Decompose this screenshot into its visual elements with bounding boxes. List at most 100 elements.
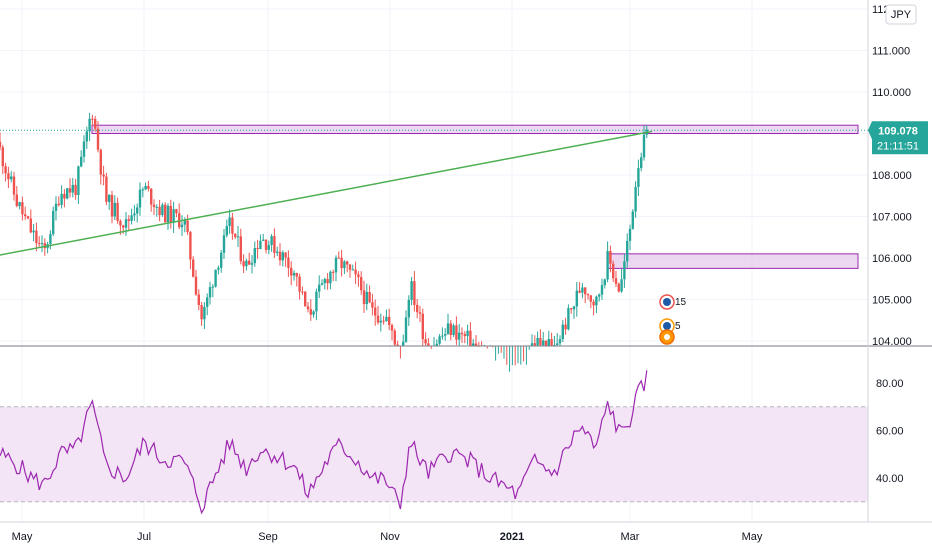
candle[interactable]: [455, 316, 458, 346]
candle[interactable]: [63, 189, 66, 208]
candle[interactable]: [340, 249, 343, 277]
candle[interactable]: [10, 171, 13, 183]
candle[interactable]: [606, 241, 609, 283]
candle[interactable]: [228, 209, 231, 234]
candle[interactable]: [24, 206, 27, 220]
candle[interactable]: [144, 182, 147, 191]
candle[interactable]: [343, 260, 346, 275]
candle[interactable]: [175, 208, 178, 218]
candle[interactable]: [40, 235, 44, 253]
candle[interactable]: [301, 286, 304, 295]
candle[interactable]: [172, 201, 175, 233]
candle[interactable]: [427, 337, 430, 346]
candle[interactable]: [600, 278, 604, 300]
candle[interactable]: [152, 199, 156, 215]
candle[interactable]: [550, 332, 553, 346]
candle[interactable]: [54, 196, 58, 221]
candle[interactable]: [192, 256, 195, 278]
candle[interactable]: [236, 226, 240, 248]
candle[interactable]: [334, 255, 338, 282]
resistance-support-zone[interactable]: [91, 124, 859, 134]
candle[interactable]: [68, 178, 72, 198]
candle[interactable]: [637, 159, 640, 197]
candle[interactable]: [200, 301, 203, 326]
candle[interactable]: [85, 126, 88, 149]
candle[interactable]: [598, 293, 601, 302]
candle[interactable]: [628, 224, 632, 251]
candle[interactable]: [329, 270, 332, 290]
time-axis[interactable]: May Jul Sep Nov 2021 Mar May: [12, 531, 763, 543]
candle[interactable]: [346, 260, 349, 273]
candle[interactable]: [278, 243, 282, 266]
candle[interactable]: [626, 233, 629, 268]
candle[interactable]: [388, 308, 391, 330]
candle[interactable]: [194, 270, 198, 296]
candle[interactable]: [108, 194, 111, 210]
candle[interactable]: [7, 166, 10, 189]
candle[interactable]: [609, 245, 612, 273]
currency-badge[interactable]: JPY: [885, 4, 917, 25]
candle[interactable]: [270, 234, 273, 252]
candle[interactable]: [116, 197, 119, 224]
forecast-arrow[interactable]: [0, 130, 653, 258]
candle[interactable]: [404, 310, 408, 343]
candle[interactable]: [239, 228, 242, 265]
candle[interactable]: [553, 336, 556, 346]
candle[interactable]: [66, 187, 69, 200]
candle[interactable]: [169, 199, 172, 229]
candle[interactable]: [365, 283, 368, 311]
candle[interactable]: [564, 317, 567, 335]
candle[interactable]: [458, 323, 461, 346]
candle[interactable]: [612, 260, 615, 282]
candle[interactable]: [312, 310, 315, 318]
candle[interactable]: [584, 287, 587, 304]
candle[interactable]: [539, 329, 542, 346]
candle[interactable]: [332, 269, 335, 282]
candle[interactable]: [94, 116, 97, 132]
candle[interactable]: [393, 328, 396, 346]
candle[interactable]: [304, 291, 307, 307]
candle[interactable]: [581, 283, 584, 299]
candle[interactable]: [407, 295, 410, 326]
candle[interactable]: [276, 246, 279, 257]
candle[interactable]: [273, 228, 276, 258]
candle[interactable]: [105, 172, 108, 206]
candle[interactable]: [262, 233, 265, 242]
candle[interactable]: [231, 213, 234, 240]
candle[interactable]: [287, 250, 290, 277]
candle[interactable]: [642, 125, 646, 161]
candle[interactable]: [623, 253, 626, 288]
candle[interactable]: [463, 331, 466, 344]
candle[interactable]: [298, 273, 301, 300]
candle[interactable]: [21, 196, 24, 221]
candle[interactable]: [556, 333, 559, 346]
rsi-line[interactable]: [0, 370, 648, 515]
price-axis[interactable]: 104.000105.000106.000107.000108.000109.0…: [872, 4, 912, 348]
candle[interactable]: [281, 250, 284, 267]
candle[interactable]: [290, 261, 293, 286]
candle[interactable]: [77, 165, 80, 204]
candle[interactable]: [396, 340, 399, 346]
candle[interactable]: [326, 273, 329, 290]
candle[interactable]: [337, 251, 340, 259]
rsi-axis[interactable]: 40.00 60.00 80.00: [876, 378, 904, 485]
candle[interactable]: [178, 203, 181, 230]
candle[interactable]: [385, 309, 388, 322]
candle[interactable]: [362, 280, 366, 313]
candle[interactable]: [124, 212, 128, 236]
candle[interactable]: [595, 295, 598, 314]
resistance-support-zone[interactable]: [607, 253, 859, 269]
candle[interactable]: [620, 268, 623, 293]
candle[interactable]: [586, 293, 590, 300]
candle[interactable]: [410, 276, 413, 306]
candle[interactable]: [438, 334, 441, 346]
candles-layer[interactable]: [0, 112, 648, 372]
candle[interactable]: [180, 215, 184, 236]
candle[interactable]: [614, 270, 618, 288]
candle[interactable]: [592, 299, 595, 316]
candle[interactable]: [567, 304, 570, 331]
candle[interactable]: [147, 180, 150, 192]
candle[interactable]: [150, 188, 153, 212]
candle[interactable]: [466, 324, 469, 345]
